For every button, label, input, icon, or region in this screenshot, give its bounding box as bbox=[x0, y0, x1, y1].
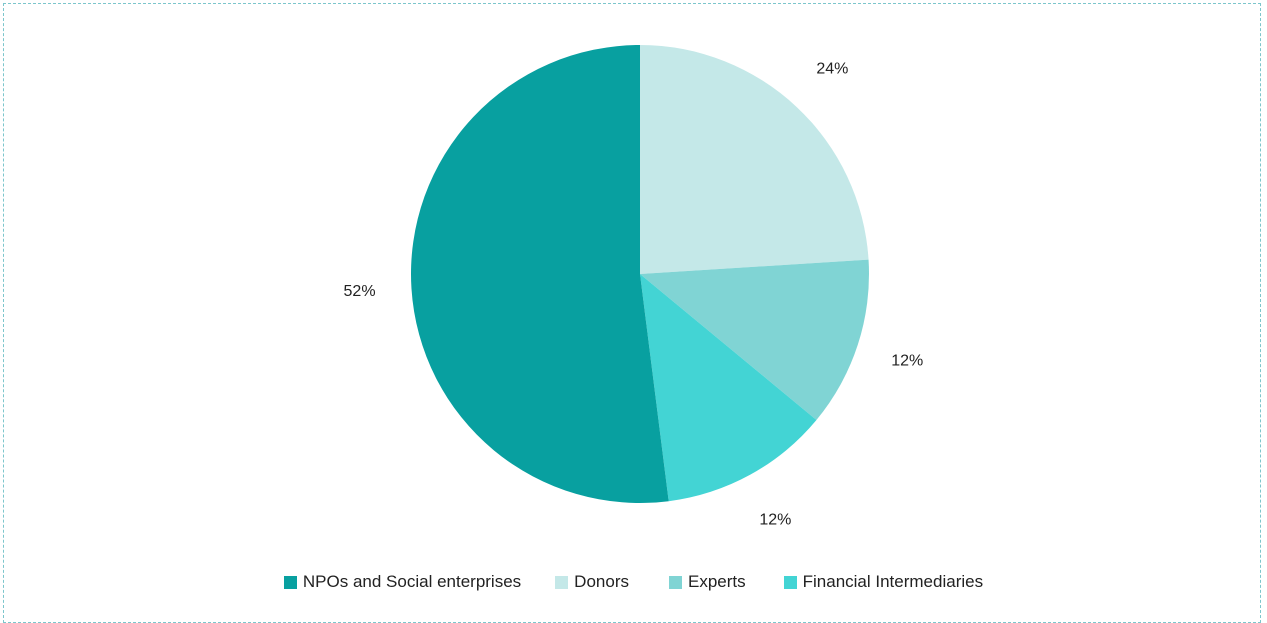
legend-swatch-financial-intermediaries bbox=[783, 575, 797, 589]
legend-label-experts: Experts bbox=[687, 572, 746, 591]
legend-swatch-donors bbox=[555, 575, 569, 589]
legend-item-npos[interactable]: NPOs and Social enterprises bbox=[283, 572, 522, 592]
legend-item-experts[interactable]: Experts bbox=[668, 572, 746, 592]
pie-label-experts: 12% bbox=[891, 352, 923, 369]
legend-label-financial-intermediaries: Financial Intermediaries bbox=[802, 572, 984, 591]
chart-legend: NPOs and Social enterprises Donors Exper… bbox=[0, 572, 1267, 592]
legend-item-financial-intermediaries[interactable]: Financial Intermediaries bbox=[783, 572, 984, 592]
pie-slice-experts[interactable] bbox=[640, 259, 869, 420]
legend-swatch-npos bbox=[283, 575, 297, 589]
pie-slice-donors[interactable] bbox=[640, 45, 869, 274]
pie-slice-npos-and-social-enterprises[interactable] bbox=[411, 45, 669, 503]
legend-label-npos: NPOs and Social enterprises bbox=[302, 572, 522, 591]
pie-label-financial-intermediaries: 12% bbox=[759, 512, 791, 529]
legend-item-donors[interactable]: Donors bbox=[555, 572, 629, 592]
pie-label-npos-and-social-enterprises: 52% bbox=[344, 283, 376, 300]
pie-label-donors: 24% bbox=[816, 61, 848, 78]
pie-slice-financial-intermediaries[interactable] bbox=[640, 274, 817, 502]
legend-swatch-experts bbox=[668, 575, 682, 589]
legend-label-donors: Donors bbox=[574, 572, 629, 591]
